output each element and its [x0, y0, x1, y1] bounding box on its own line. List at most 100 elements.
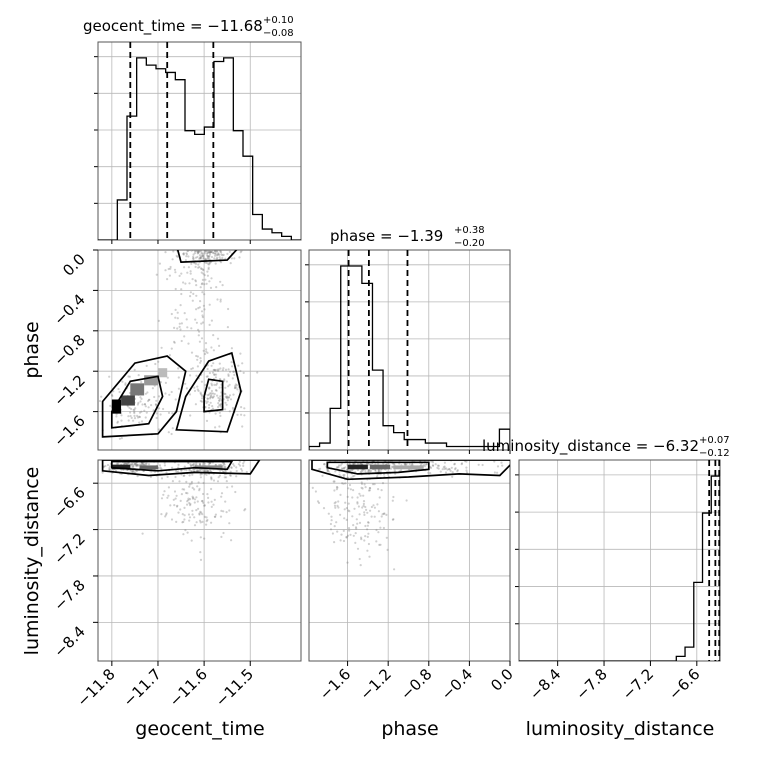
- scatter-point: [132, 465, 135, 468]
- scatter-point: [196, 500, 199, 503]
- scatter-point: [188, 474, 191, 477]
- scatter-point: [356, 496, 359, 499]
- scatter-point: [130, 407, 133, 411]
- scatter-point: [198, 462, 201, 465]
- scatter-point: [194, 456, 196, 458]
- scatter-point: [133, 417, 137, 420]
- scatter-point: [224, 368, 228, 371]
- scatter-point: [201, 233, 203, 235]
- scatter-point: [117, 462, 120, 465]
- scatter-point: [370, 505, 373, 509]
- scatter-point: [139, 400, 142, 403]
- scatter-point: [355, 518, 358, 521]
- scatter-point: [420, 463, 423, 466]
- scatter-point: [205, 254, 209, 257]
- title-luminosity-distance-plus: +0.07: [699, 435, 730, 446]
- scatter-point: [180, 292, 183, 296]
- scatter-point: [338, 473, 341, 476]
- scatter-point: [199, 256, 202, 259]
- scatter-point: [163, 464, 166, 467]
- scatter-point: [329, 522, 332, 526]
- title-geocent-time-plus: +0.10: [263, 15, 294, 26]
- scatter-point: [239, 369, 242, 373]
- scatter-point: [196, 365, 199, 368]
- scatter-point: [336, 504, 339, 507]
- scatter-point: [180, 469, 183, 472]
- scatter-point: [208, 323, 211, 326]
- scatter-point: [441, 468, 444, 471]
- scatter-point: [369, 509, 372, 512]
- contour-line: [110, 460, 234, 472]
- scatter-point: [212, 334, 215, 337]
- scatter-point: [198, 487, 201, 490]
- scatter-point: [176, 504, 179, 507]
- scatter-point: [373, 483, 376, 486]
- scatter-point: [218, 386, 221, 389]
- scatter-point: [201, 282, 204, 285]
- scatter-point: [220, 492, 224, 495]
- histogram-phase: [309, 265, 510, 450]
- scatter-point: [193, 516, 196, 519]
- scatter-point: [359, 453, 361, 455]
- scatter-point: [120, 437, 123, 440]
- scatter-point: [170, 196, 172, 198]
- scatter-point: [380, 489, 383, 492]
- scatter-point: [213, 515, 216, 518]
- scatter-point: [166, 376, 169, 379]
- scatter-point: [168, 274, 171, 277]
- scatter-point: [109, 404, 112, 407]
- scatter-point: [166, 278, 169, 281]
- scatter-point: [127, 419, 130, 422]
- scatter-point: [367, 468, 371, 471]
- scatter-point: [183, 474, 186, 477]
- scatter-point: [216, 250, 219, 253]
- scatter-point: [174, 308, 177, 311]
- scatter-point: [339, 539, 342, 542]
- scatter-point: [218, 256, 221, 259]
- scatter-point: [202, 272, 205, 275]
- scatter-point: [436, 466, 439, 469]
- scatter-point: [190, 367, 193, 371]
- title-luminosity-distance-minus: −0.12: [699, 448, 730, 459]
- scatter-point: [136, 414, 139, 417]
- scatter-point: [430, 460, 433, 463]
- scatter-point: [382, 512, 385, 515]
- scatter-point: [363, 513, 366, 517]
- scatter-point: [361, 506, 364, 509]
- scatter-point: [219, 280, 222, 283]
- scatter-point: [333, 502, 336, 505]
- scatter-point: [222, 510, 225, 513]
- scatter-point: [137, 401, 140, 404]
- scatter-point: [364, 535, 367, 538]
- scatter-point: [202, 462, 205, 465]
- scatter-point: [142, 462, 145, 465]
- contour-line: [101, 460, 261, 477]
- scatter-point: [391, 518, 394, 521]
- scatter-point: [197, 251, 200, 254]
- scatter-point: [163, 490, 166, 493]
- scatter-point: [178, 480, 181, 483]
- scatter-point: [188, 469, 191, 472]
- scatter-point: [228, 383, 231, 386]
- scatter-point: [159, 413, 162, 416]
- scatter-point: [378, 520, 381, 523]
- scatter-point: [192, 257, 195, 260]
- scatter-point: [190, 465, 193, 468]
- scatter-point: [355, 457, 357, 459]
- scatter-point: [208, 387, 211, 390]
- scatter-point: [423, 463, 426, 466]
- scatter-point: [208, 387, 211, 390]
- scatter-point: [367, 521, 370, 524]
- scatter-point: [209, 396, 212, 399]
- scatter-point: [369, 470, 372, 473]
- scatter-point: [366, 549, 369, 552]
- scatter-point: [133, 411, 136, 415]
- scatter-point: [190, 482, 193, 485]
- x-tick-label-phase: −1.6: [316, 665, 354, 703]
- scatter-point: [220, 253, 223, 256]
- scatter-point: [184, 259, 187, 262]
- y-tick-label-luminosity_distance: −6.6: [50, 483, 88, 521]
- y-tick-label-phase: −1.2: [50, 371, 88, 409]
- scatter-point: [206, 493, 209, 496]
- scatter-point: [189, 464, 193, 467]
